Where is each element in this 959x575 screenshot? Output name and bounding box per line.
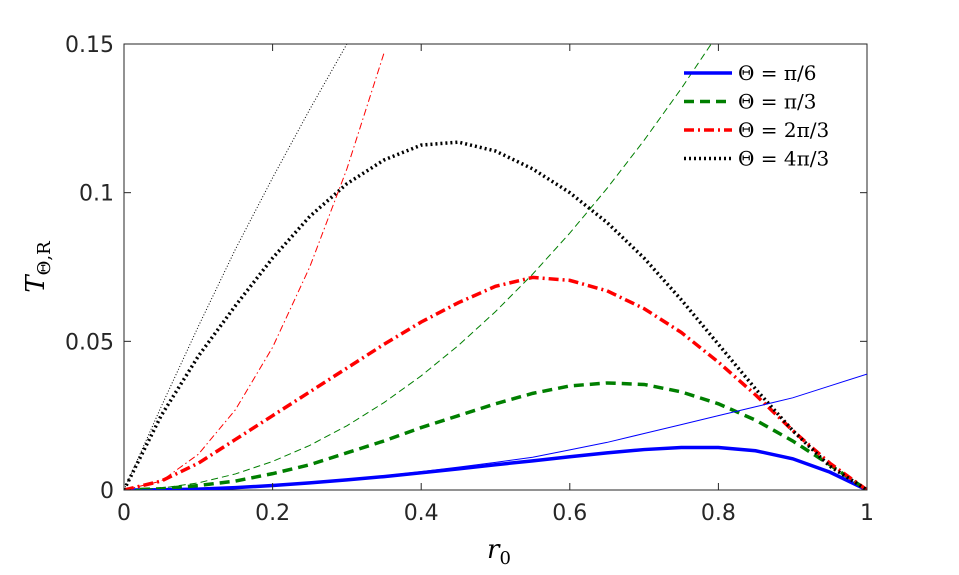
series-line <box>124 140 867 490</box>
legend-label: Θ = π/6 <box>738 61 816 85</box>
y-tick-label: 0 <box>100 479 114 504</box>
series-line <box>124 275 867 490</box>
legend-label: Θ = 4π/3 <box>738 147 829 171</box>
legend-label: Θ = π/3 <box>738 90 816 114</box>
plot-area <box>123 43 868 491</box>
x-axis-label: r0 <box>487 535 511 569</box>
legend-label: Θ = 2π/3 <box>738 118 829 142</box>
lines <box>124 44 867 490</box>
series-line <box>124 52 385 490</box>
series-line <box>124 373 867 490</box>
x-tick-label: 0.4 <box>404 501 439 526</box>
y-tick-label: 0.15 <box>65 33 114 58</box>
y-axis-label: TΘ,R <box>21 241 55 293</box>
x-tick-label: 0 <box>117 501 131 526</box>
series-line <box>124 44 712 490</box>
x-tick-label: 0.8 <box>701 501 736 526</box>
x-tick-label: 0.2 <box>255 501 290 526</box>
x-tick-label: 1 <box>860 501 874 526</box>
y-tick-label: 0.05 <box>65 330 114 355</box>
y-tick-label: 0.1 <box>79 182 114 207</box>
x-tick-label: 0.6 <box>552 501 587 526</box>
series-line <box>124 44 348 490</box>
